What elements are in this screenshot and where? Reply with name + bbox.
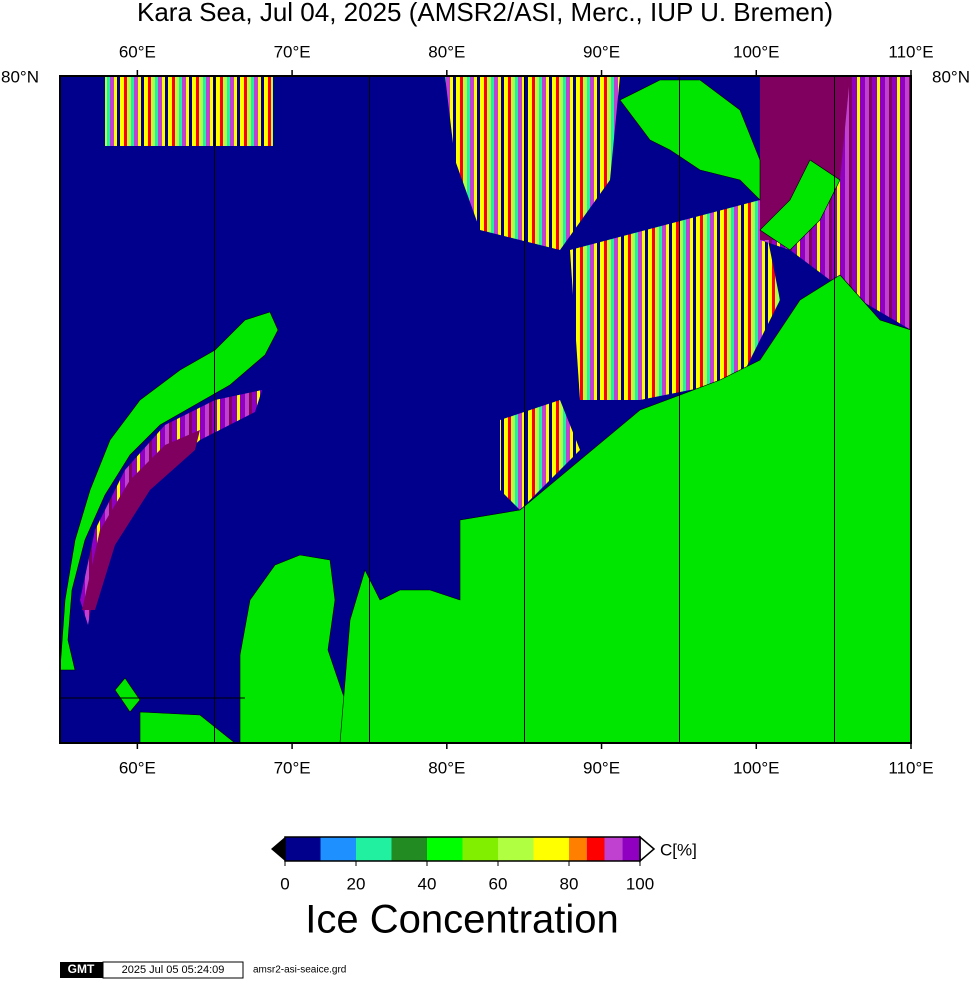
colorbar-segment <box>391 837 427 861</box>
lon-label: 60°E <box>119 42 156 61</box>
title: Kara Sea, Jul 04, 2025 (AMSR2/ASI, Merc.… <box>137 0 833 27</box>
lon-label: 90°E <box>583 758 620 777</box>
colorbar-tick-label: 80 <box>560 874 579 893</box>
lon-label: 100°E <box>733 758 780 777</box>
colorbar-title: Ice Concentration <box>305 898 619 942</box>
colorbar-segment <box>622 837 640 861</box>
island <box>759 159 841 251</box>
severnaya-zemlya <box>619 79 761 201</box>
colorbar-segment <box>498 837 534 861</box>
gmt-logo <box>60 962 103 978</box>
timestamp-box <box>102 961 244 979</box>
lat-label: 80°N <box>1 67 39 86</box>
lon-label: 70°E <box>274 758 311 777</box>
colorbar-tick-label: 20 <box>347 874 366 893</box>
lon-label: 80°E <box>428 42 465 61</box>
map-frame <box>59 75 912 744</box>
colorbar-segment <box>320 837 356 861</box>
lon-label: 100°E <box>733 42 780 61</box>
yamal <box>239 554 356 743</box>
colorbar-tick-label: 60 <box>489 874 508 893</box>
ice-patch <box>105 76 273 146</box>
colorbar-segment <box>569 837 587 861</box>
colorbar-segment <box>604 837 623 861</box>
ice-patch <box>500 400 580 510</box>
lon-label: 110°E <box>888 42 933 61</box>
map-content <box>60 76 911 743</box>
novaya-zemlya <box>60 311 279 671</box>
island <box>114 677 141 713</box>
lat-label: 80°N <box>932 67 970 86</box>
lon-label: 90°E <box>583 42 620 61</box>
ice-patch <box>570 200 780 400</box>
timestamp: 2025 Jul 05 05:24:09 <box>122 964 225 976</box>
file-name: amsr2-asi-seaice.grd <box>253 965 346 976</box>
ice-patch <box>760 76 850 240</box>
colorbar-frame <box>284 836 641 862</box>
lon-label: 70°E <box>274 42 311 61</box>
ice-patch <box>445 76 620 250</box>
colorbar-segment <box>586 837 605 861</box>
island <box>139 711 236 743</box>
colorbar-tick-label: 0 <box>280 874 289 893</box>
colorbar-under <box>271 837 285 861</box>
lon-label: 60°E <box>119 758 156 777</box>
colorbar-segment <box>427 837 463 861</box>
ice-patch <box>82 430 200 610</box>
colorbar-segment <box>533 837 569 861</box>
colorbar-tick-label: 100 <box>626 874 654 893</box>
colorbar-segment <box>285 837 321 861</box>
mainland <box>339 274 911 743</box>
colorbar-segment <box>462 837 498 861</box>
colorbar-tick-label: 40 <box>418 874 437 893</box>
graticule <box>60 76 835 743</box>
lon-label: 80°E <box>428 758 465 777</box>
colorbar-unit: C[%] <box>660 840 697 859</box>
lon-label: 110°E <box>888 758 933 777</box>
colorbar-segment <box>356 837 392 861</box>
colorbar-over <box>639 835 656 863</box>
land <box>60 79 911 743</box>
gmt-logo-text: GMT <box>68 962 95 976</box>
